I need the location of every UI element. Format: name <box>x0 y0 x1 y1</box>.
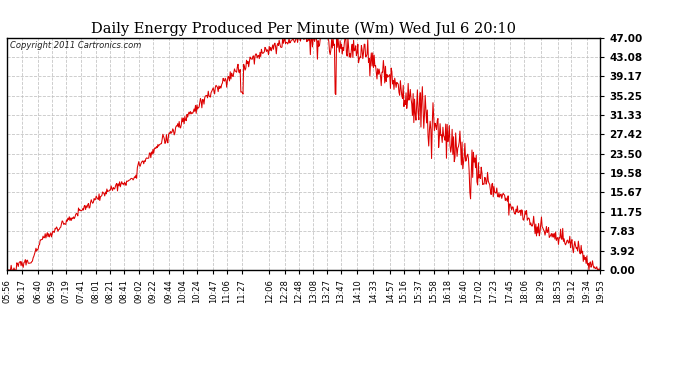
Text: Copyright 2011 Cartronics.com: Copyright 2011 Cartronics.com <box>10 41 141 50</box>
Title: Daily Energy Produced Per Minute (Wm) Wed Jul 6 20:10: Daily Energy Produced Per Minute (Wm) We… <box>91 22 516 36</box>
